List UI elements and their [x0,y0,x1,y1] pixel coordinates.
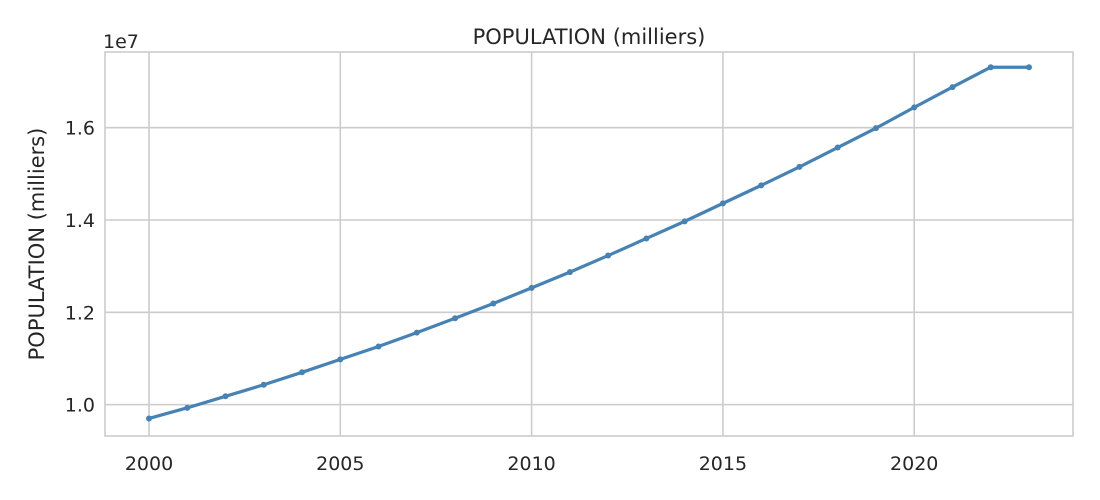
x-tick-label: 2020 [890,453,938,475]
series-layer [146,64,1032,422]
x-gridlines [148,52,916,436]
data-point [605,252,612,259]
data-point [681,218,688,225]
data-point [834,144,841,151]
data-point [184,404,191,411]
y-tick-label: 1.6 [65,118,95,140]
x-tick-label: 2005 [316,453,364,475]
data-point [719,200,726,207]
data-point [1026,64,1032,71]
data-point [796,163,803,170]
y-tick-labels: 1.0 1.2 1.4 1.6 [65,118,95,417]
data-point [758,182,765,189]
data-point [260,381,267,388]
x-tick-label: 2010 [507,453,555,475]
y-tick-label: 1.0 [65,395,95,417]
plot-area [105,52,1073,436]
data-point [566,269,573,276]
data-point [337,356,344,363]
x-tick-label: 2000 [125,453,173,475]
data-point [413,329,420,336]
y-tick-label: 1.4 [65,210,95,232]
data-point [452,315,459,322]
chart-title: POPULATION (milliers) [473,25,706,49]
data-point [222,393,229,400]
x-tick-label: 2015 [699,453,747,475]
data-point [872,125,879,132]
y-tick-label: 1.2 [65,302,95,324]
data-point [643,235,650,242]
data-point [528,284,535,291]
plot-frame [104,51,1074,437]
data-point [299,369,306,376]
data-point [911,104,918,111]
data-point [490,300,497,307]
data-point [987,64,994,71]
x-tick-labels: 2000 2005 2010 2015 2020 [125,453,939,475]
data-point [375,343,382,350]
series-line [147,65,1031,421]
y-offset-label: 1e7 [103,31,139,53]
y-axis-label: POPULATION (milliers) [25,128,49,361]
y-gridlines [105,126,1073,406]
data-point [949,84,956,91]
data-point [146,415,152,422]
